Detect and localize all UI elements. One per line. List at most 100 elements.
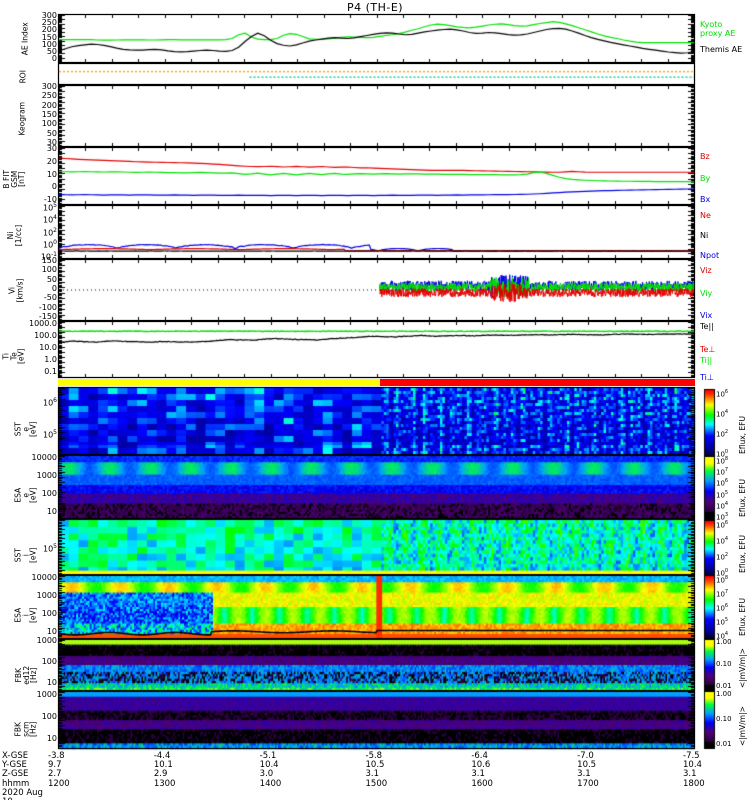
y-tick-label: 0 bbox=[51, 54, 57, 63]
y-tick-label: 100 bbox=[41, 712, 57, 721]
y-tick-label: -150 bbox=[38, 312, 57, 321]
legend-npot: Npot bbox=[700, 251, 720, 260]
panel-ni-density bbox=[58, 205, 695, 259]
colorbar-title: Eflux, EFU bbox=[738, 535, 747, 573]
y-tick-label: 105 bbox=[42, 429, 57, 440]
colorbar-tick-label: 105 bbox=[716, 489, 729, 499]
y-tick-label: 200 bbox=[41, 100, 57, 110]
colorbar-tick-label: 106 bbox=[716, 389, 729, 399]
legend-ni: Ni bbox=[700, 231, 709, 240]
y-tick-label: 50 bbox=[46, 46, 57, 56]
colorbar-tick-label: 103 bbox=[716, 512, 729, 522]
bottom-axis-value: 1700 bbox=[577, 778, 599, 789]
y-tick-label: 200 bbox=[41, 25, 57, 35]
y-tick-label: -10 bbox=[43, 195, 57, 204]
y-tick-label: 150 bbox=[41, 110, 57, 119]
legend-ne: Ne bbox=[700, 211, 711, 220]
y-tick-label: 104 bbox=[42, 214, 57, 225]
bottom-axis-value: 1500 bbox=[365, 778, 388, 789]
legend-ti-perp: Ti⊥ bbox=[700, 373, 714, 382]
y-tick-label: 300 bbox=[41, 11, 57, 20]
y-tick-label: 1000 bbox=[36, 690, 57, 699]
colorbar-tick-label: 0.01 bbox=[716, 740, 732, 748]
status-bar bbox=[58, 379, 695, 386]
colorbar-tick-label: 104 bbox=[716, 631, 729, 641]
y-tick-label: 50 bbox=[46, 128, 57, 138]
colorbar-tick-label: 100 bbox=[716, 449, 729, 459]
y-tick-label: 10 bbox=[46, 678, 57, 687]
colorbar-tick-label: 107 bbox=[716, 467, 729, 477]
colorbar-title: <|mV/m|> bbox=[738, 648, 747, 688]
y-tick-label: 102 bbox=[42, 226, 57, 238]
y-tick-label: 105 bbox=[42, 202, 57, 213]
panel-ae-index bbox=[58, 14, 695, 63]
bottom-axis-value: 1300 bbox=[153, 778, 176, 789]
colorbar-tick-label: 1.00 bbox=[716, 690, 732, 698]
colorbar-tick-label: 107 bbox=[716, 589, 729, 599]
panel-esa-electron bbox=[58, 455, 695, 519]
status-segment bbox=[379, 379, 695, 386]
colorbar-tick-label: 100 bbox=[716, 568, 729, 578]
legend-viz: Viz bbox=[700, 266, 712, 275]
y-tick-label: 100 bbox=[41, 119, 57, 129]
y-tick-label: -100 bbox=[38, 302, 57, 312]
colorbar-title: <|mV/m|> bbox=[738, 706, 747, 746]
y-tick-label: 106 bbox=[42, 397, 57, 408]
colorbar-tick-label: 106 bbox=[716, 520, 729, 530]
y-tick-label: 150 bbox=[41, 256, 57, 265]
panel-keogram bbox=[58, 85, 695, 147]
bottom-axis-value: 1400 bbox=[259, 778, 282, 789]
legend-themis-ae: Themis AE bbox=[700, 45, 743, 54]
bottom-axis-value: 1600 bbox=[471, 778, 493, 789]
colorbar-tick-label: 0.01 bbox=[716, 682, 732, 690]
y-tick-label: 10000 bbox=[31, 453, 57, 462]
y-tick-label: 1000.0 bbox=[29, 319, 57, 328]
y-tick-label: 100 bbox=[41, 265, 57, 275]
legend-te-perp: Te⊥ bbox=[700, 345, 716, 354]
y-tick-label: 50 bbox=[46, 274, 57, 284]
colorbar-title: Eflux, EFU bbox=[738, 479, 747, 517]
y-tick-label: 100.0 bbox=[34, 331, 57, 340]
y-tick-label: 100 bbox=[41, 489, 57, 498]
y-tick-label: 10 bbox=[46, 169, 57, 179]
bottom-axis-value: 1800 bbox=[683, 778, 705, 789]
y-tick-label: 20 bbox=[46, 156, 57, 166]
panel-fbk-ed12 bbox=[58, 639, 695, 691]
panel-sst-electron bbox=[58, 387, 695, 455]
bottom-axis-value: 1200 bbox=[48, 778, 70, 789]
colorbar-tick-label: 108 bbox=[716, 456, 729, 466]
y-tick-label: 1000 bbox=[36, 471, 57, 480]
legend-viy: Viy bbox=[700, 289, 713, 298]
y-tick-label: 100 bbox=[41, 609, 57, 618]
legend-te-par: Te|| bbox=[700, 322, 714, 331]
panel-roi bbox=[58, 63, 695, 85]
y-tick-label: 10-1 bbox=[40, 251, 57, 262]
colorbar-tick-label: 102 bbox=[716, 429, 729, 439]
colorbar-tick-label: 104 bbox=[716, 409, 729, 419]
y-tick-label: 10000 bbox=[31, 573, 57, 582]
colorbar-tick-label: 0.10 bbox=[716, 715, 732, 723]
panel-fbk-scm bbox=[58, 691, 695, 749]
colorbar-title: Eflux, EFU bbox=[738, 598, 747, 636]
y-tick-label: -50 bbox=[43, 293, 57, 303]
y-tick-label: 250 bbox=[41, 18, 57, 28]
legend-by: By bbox=[700, 174, 711, 183]
y-tick-label: 1.0 bbox=[44, 355, 57, 364]
panel-ti-te bbox=[58, 321, 695, 378]
y-tick-label: 1000 bbox=[36, 636, 57, 645]
colorbar-tick-label: 104 bbox=[716, 536, 729, 546]
y-tick-label: 0.1 bbox=[44, 367, 57, 376]
y-tick-label: 0 bbox=[51, 284, 57, 293]
y-tick-label: 100 bbox=[41, 657, 57, 666]
colorbar-tick-label: 104 bbox=[716, 500, 729, 511]
colorbar-tick-label: 105 bbox=[716, 617, 729, 627]
page-title: P4 (TH-E) bbox=[346, 1, 404, 14]
legend-bz: Bz bbox=[700, 152, 710, 161]
colorbar-title: Eflux, EFU bbox=[738, 416, 747, 454]
y-tick-label: 30 bbox=[46, 138, 57, 147]
y-tick-label: 10 bbox=[46, 627, 57, 636]
colorbar-tick-label: 106 bbox=[716, 478, 729, 488]
y-tick-label: 150 bbox=[41, 32, 57, 42]
y-tick-label: 300 bbox=[41, 82, 57, 91]
